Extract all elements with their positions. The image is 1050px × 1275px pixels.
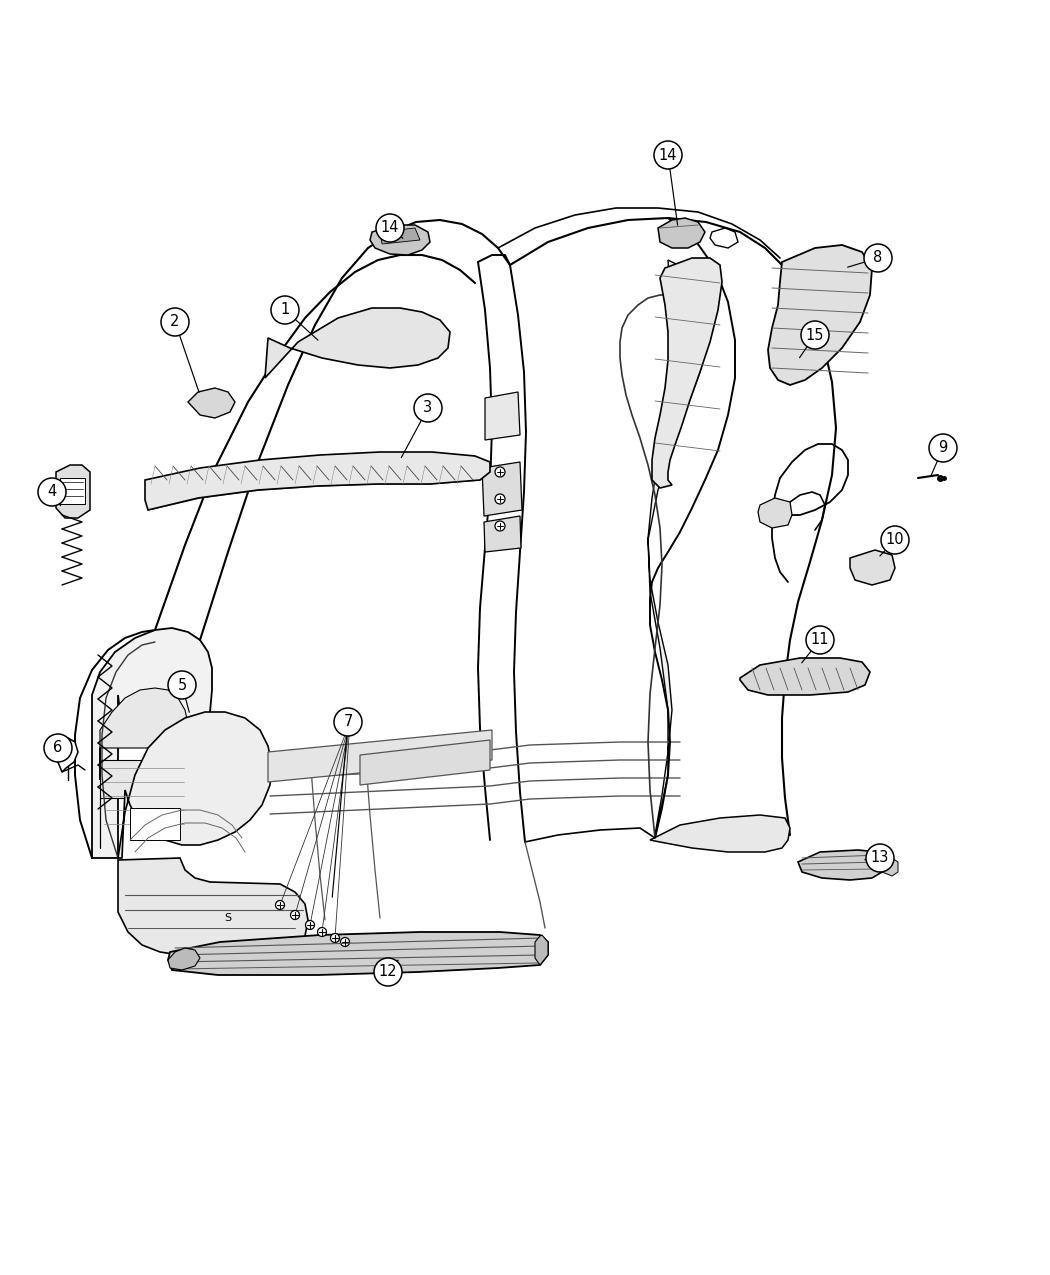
Polygon shape [268,731,492,782]
Polygon shape [100,688,188,780]
Circle shape [414,394,442,422]
Polygon shape [130,808,180,840]
Polygon shape [882,858,898,876]
Circle shape [801,321,830,349]
Text: 1: 1 [280,302,290,317]
Text: S: S [225,913,232,923]
Circle shape [495,521,505,530]
Polygon shape [482,462,522,516]
Polygon shape [850,550,895,585]
Circle shape [331,933,339,942]
Circle shape [44,734,72,762]
Polygon shape [360,740,490,785]
Circle shape [806,626,834,654]
Circle shape [168,671,196,699]
Text: 11: 11 [811,632,830,648]
Circle shape [866,844,894,872]
Polygon shape [100,760,188,848]
Circle shape [161,309,189,337]
Text: 7: 7 [343,714,353,729]
Circle shape [495,493,505,504]
Polygon shape [265,309,450,377]
Circle shape [275,900,285,909]
Polygon shape [798,850,885,880]
Polygon shape [55,738,78,771]
Text: 10: 10 [886,533,904,547]
Text: 2: 2 [170,315,180,329]
Text: 8: 8 [874,250,883,265]
Text: 9: 9 [939,440,947,455]
Polygon shape [118,711,272,858]
Polygon shape [188,388,235,418]
Polygon shape [118,858,308,955]
Polygon shape [650,815,790,852]
Circle shape [929,434,957,462]
Circle shape [376,214,404,242]
Polygon shape [145,453,490,510]
Circle shape [374,958,402,986]
Text: 4: 4 [47,484,57,500]
Text: 6: 6 [54,741,63,756]
Polygon shape [536,935,548,965]
Polygon shape [758,499,792,528]
Polygon shape [710,228,738,249]
Polygon shape [658,218,705,249]
Text: 14: 14 [658,148,677,162]
Circle shape [317,927,327,937]
Text: 14: 14 [381,221,399,236]
Polygon shape [768,245,871,385]
Polygon shape [56,465,90,518]
Circle shape [38,478,66,506]
Polygon shape [92,629,212,858]
Polygon shape [740,658,870,695]
Polygon shape [60,478,85,504]
Polygon shape [648,260,710,838]
Polygon shape [168,932,548,975]
Circle shape [306,921,315,929]
Text: 13: 13 [870,850,889,866]
Polygon shape [485,391,520,440]
Text: 3: 3 [423,400,433,416]
Text: 12: 12 [379,964,397,979]
Text: 5: 5 [177,677,187,692]
Polygon shape [168,949,200,970]
Polygon shape [370,224,430,255]
Circle shape [654,142,682,170]
Circle shape [881,527,909,555]
Polygon shape [652,258,722,488]
Polygon shape [380,228,420,244]
Circle shape [495,467,505,477]
Text: 15: 15 [805,328,824,343]
Circle shape [340,937,350,946]
Circle shape [291,910,299,919]
Circle shape [864,244,892,272]
Circle shape [271,296,299,324]
Polygon shape [484,516,521,552]
Circle shape [334,708,362,736]
